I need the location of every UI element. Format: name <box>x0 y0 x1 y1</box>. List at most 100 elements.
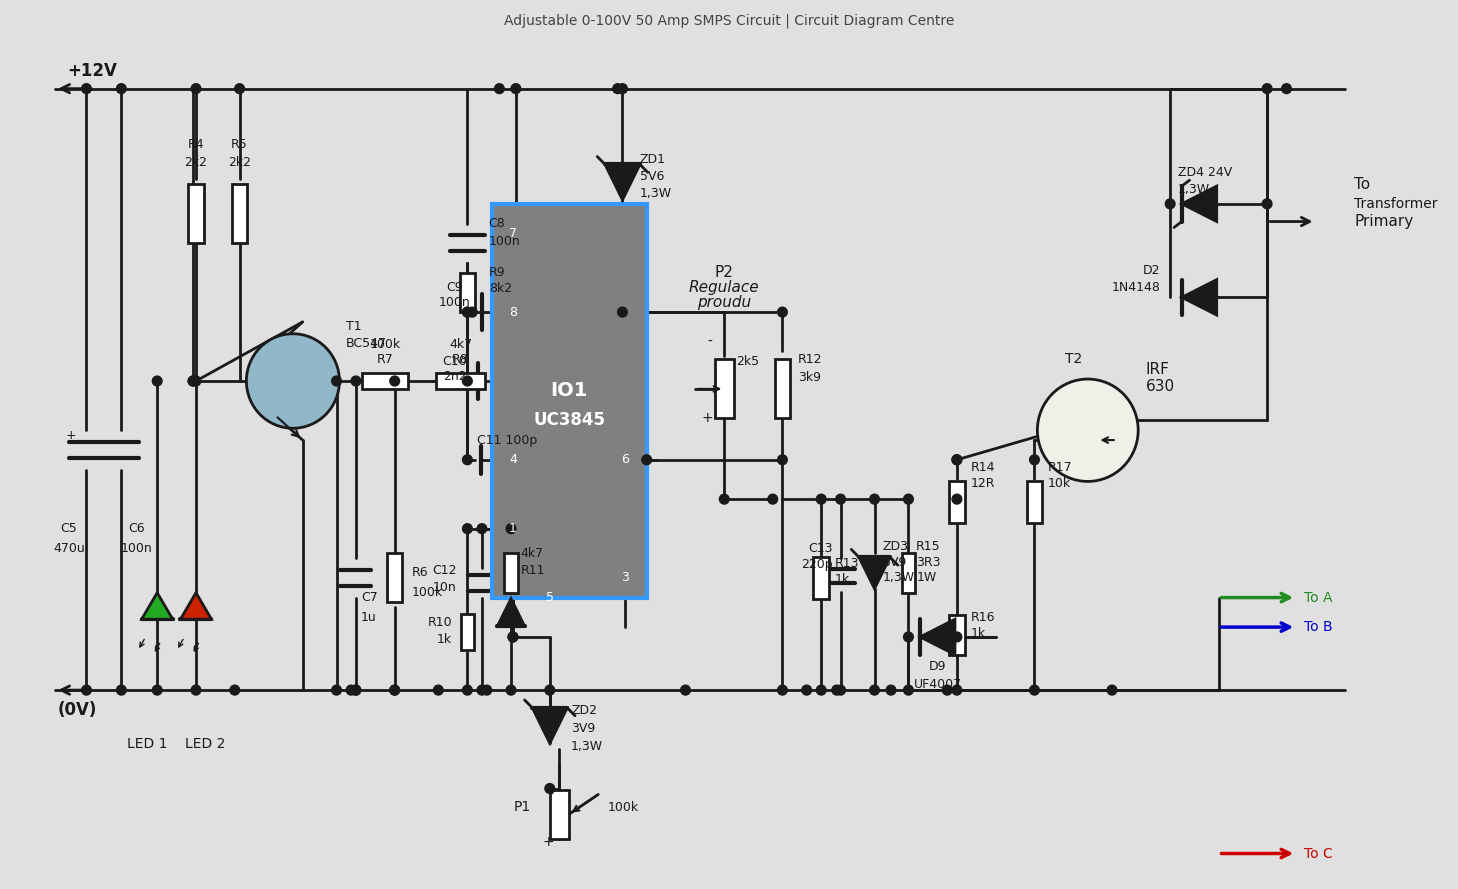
Text: D2: D2 <box>1143 264 1161 277</box>
Text: 10n: 10n <box>433 581 456 594</box>
Circle shape <box>507 632 518 642</box>
Text: C13: C13 <box>808 542 833 555</box>
Text: 6: 6 <box>621 453 630 466</box>
Bar <box>504 553 518 593</box>
Circle shape <box>152 685 162 695</box>
Circle shape <box>777 308 787 317</box>
Text: 100n: 100n <box>488 235 521 248</box>
Circle shape <box>1263 199 1271 209</box>
Circle shape <box>462 524 472 533</box>
Circle shape <box>462 308 472 317</box>
Circle shape <box>904 685 913 695</box>
Circle shape <box>719 494 729 504</box>
Bar <box>461 614 474 650</box>
Text: IO1: IO1 <box>551 381 588 400</box>
Text: R6: R6 <box>413 566 429 580</box>
Text: R12: R12 <box>798 353 822 366</box>
Circle shape <box>618 84 627 93</box>
Text: 2: 2 <box>509 572 518 584</box>
Circle shape <box>768 494 777 504</box>
Circle shape <box>1263 84 1271 93</box>
Circle shape <box>462 376 472 386</box>
Circle shape <box>477 685 487 695</box>
Text: (0V): (0V) <box>57 701 96 719</box>
Circle shape <box>952 455 962 465</box>
Circle shape <box>952 685 962 695</box>
Text: Transformer: Transformer <box>1354 196 1438 211</box>
Text: R5: R5 <box>232 139 248 151</box>
Polygon shape <box>141 593 172 620</box>
Bar <box>491 204 647 597</box>
Text: 5V6: 5V6 <box>640 170 665 183</box>
Bar <box>362 373 408 388</box>
Text: 1k: 1k <box>835 573 850 587</box>
Circle shape <box>191 84 201 93</box>
Text: 1k: 1k <box>971 627 986 639</box>
Circle shape <box>331 685 341 695</box>
Text: T2: T2 <box>1064 352 1082 366</box>
Circle shape <box>389 376 399 386</box>
Text: P2: P2 <box>714 265 733 280</box>
Circle shape <box>230 685 239 695</box>
Text: LED 1: LED 1 <box>127 737 168 751</box>
Text: IRF: IRF <box>1146 362 1169 377</box>
Text: R14: R14 <box>971 461 994 474</box>
Circle shape <box>802 685 812 695</box>
Bar <box>550 789 569 838</box>
Circle shape <box>117 84 127 93</box>
Text: Regulace: Regulace <box>690 280 760 295</box>
Circle shape <box>816 494 827 504</box>
Circle shape <box>82 685 92 695</box>
Text: C9: C9 <box>446 281 464 294</box>
Text: C10: C10 <box>442 355 467 368</box>
Text: R10: R10 <box>427 616 452 629</box>
Circle shape <box>952 455 962 465</box>
Circle shape <box>506 685 516 695</box>
Text: R7: R7 <box>376 353 394 366</box>
Text: LED 2: LED 2 <box>185 737 226 751</box>
Text: 2k2: 2k2 <box>185 156 207 169</box>
Text: P1: P1 <box>513 800 531 814</box>
Text: 100n: 100n <box>439 296 471 308</box>
Text: To A: To A <box>1303 590 1333 605</box>
Bar <box>814 557 830 598</box>
Text: +: + <box>66 428 77 442</box>
Text: To C: To C <box>1303 846 1333 861</box>
Text: 3R3: 3R3 <box>916 556 940 569</box>
Text: 1k: 1k <box>437 633 452 646</box>
Circle shape <box>1037 379 1139 482</box>
Text: To B: To B <box>1303 621 1333 634</box>
Bar <box>188 184 204 244</box>
Circle shape <box>191 376 201 386</box>
Circle shape <box>642 455 652 465</box>
Circle shape <box>869 685 879 695</box>
Circle shape <box>1165 199 1175 209</box>
Circle shape <box>188 376 198 386</box>
Circle shape <box>389 685 399 695</box>
Text: 1u: 1u <box>360 611 376 624</box>
Text: C7: C7 <box>360 591 378 604</box>
Text: R16: R16 <box>971 611 994 624</box>
Circle shape <box>483 685 491 695</box>
Circle shape <box>835 494 846 504</box>
Text: To: To <box>1354 177 1371 192</box>
Circle shape <box>816 685 827 695</box>
Text: 470u: 470u <box>52 542 85 555</box>
Circle shape <box>462 308 472 317</box>
Circle shape <box>235 84 245 93</box>
Circle shape <box>1282 84 1292 93</box>
Bar <box>436 373 486 388</box>
Text: 1,3W: 1,3W <box>1178 182 1210 196</box>
Text: C12: C12 <box>432 564 456 576</box>
Polygon shape <box>181 593 211 620</box>
Text: 1,3W: 1,3W <box>882 572 914 584</box>
Text: R4: R4 <box>188 139 204 151</box>
Text: 100n: 100n <box>121 542 153 555</box>
Text: 630: 630 <box>1146 380 1175 395</box>
Circle shape <box>952 494 962 504</box>
Text: 1,3W: 1,3W <box>640 188 672 201</box>
Circle shape <box>152 376 162 386</box>
Circle shape <box>389 685 399 695</box>
Text: 5: 5 <box>545 591 554 604</box>
Circle shape <box>351 685 360 695</box>
